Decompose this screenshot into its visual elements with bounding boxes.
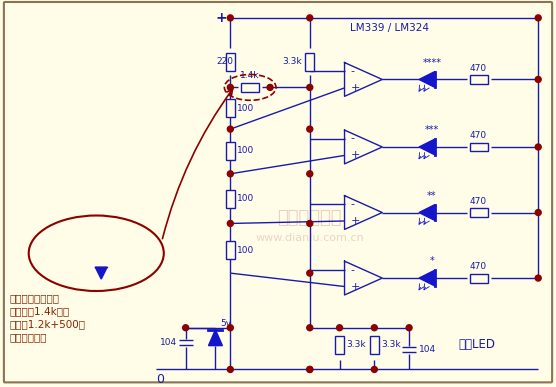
Text: 电子产品世界: 电子产品世界 (277, 209, 342, 228)
Text: 470: 470 (470, 197, 487, 205)
Text: -: - (350, 134, 355, 144)
Text: +: + (350, 216, 360, 226)
Text: 100: 100 (237, 246, 255, 255)
Text: 104: 104 (419, 345, 436, 354)
Text: 100: 100 (237, 104, 255, 113)
Bar (470, 142, 488, 151)
Text: 470: 470 (470, 262, 487, 271)
Polygon shape (419, 205, 435, 221)
Circle shape (98, 247, 104, 253)
Text: 500: 500 (116, 232, 133, 241)
Circle shape (406, 325, 412, 331)
Text: +: + (350, 83, 360, 93)
FancyBboxPatch shape (4, 2, 552, 382)
Circle shape (535, 15, 541, 21)
Text: 0: 0 (156, 373, 164, 386)
Text: 470: 470 (470, 63, 487, 72)
Circle shape (307, 171, 313, 177)
Text: +: + (350, 151, 360, 161)
Text: -: - (350, 265, 355, 275)
Text: 3.3k: 3.3k (381, 340, 401, 349)
Circle shape (307, 126, 313, 132)
Text: *: * (430, 256, 434, 266)
Circle shape (307, 221, 313, 226)
Text: 1.4k: 1.4k (240, 72, 260, 80)
Circle shape (183, 325, 188, 331)
Text: -: - (350, 199, 355, 209)
Circle shape (535, 275, 541, 281)
Bar (470, 75, 488, 84)
Circle shape (535, 144, 541, 150)
Bar (226, 190, 235, 207)
Bar (370, 336, 379, 354)
Text: www.dianlu.com.cn: www.dianlu.com.cn (255, 233, 364, 243)
Circle shape (371, 325, 378, 331)
Circle shape (307, 366, 313, 372)
Text: -: - (350, 66, 355, 76)
Circle shape (227, 366, 234, 372)
Circle shape (307, 270, 313, 276)
Circle shape (307, 15, 313, 21)
Bar (226, 99, 235, 117)
Bar (226, 241, 235, 259)
Circle shape (227, 325, 234, 331)
Circle shape (227, 171, 234, 177)
Polygon shape (419, 270, 435, 286)
Text: 100: 100 (237, 146, 255, 156)
Bar (70, 246, 87, 255)
Bar (335, 336, 344, 354)
Bar (115, 246, 133, 255)
Circle shape (307, 366, 313, 372)
Text: +: + (215, 11, 227, 25)
Text: 高亮LED: 高亮LED (458, 338, 495, 351)
Circle shape (227, 84, 234, 91)
Polygon shape (419, 139, 435, 155)
Circle shape (227, 221, 234, 226)
Bar (470, 208, 488, 217)
Text: 470: 470 (470, 131, 487, 140)
Circle shape (535, 209, 541, 216)
Text: +: + (350, 281, 360, 291)
Circle shape (307, 325, 313, 331)
Ellipse shape (29, 216, 164, 291)
Circle shape (535, 77, 541, 82)
Circle shape (227, 15, 234, 21)
Text: 104: 104 (160, 338, 177, 347)
Text: ****: **** (423, 58, 441, 68)
Text: 100: 100 (237, 194, 255, 203)
Text: ***: *** (425, 125, 439, 135)
Text: LM339 / LM324: LM339 / LM324 (350, 23, 429, 33)
Polygon shape (419, 72, 435, 87)
Text: 5v: 5v (220, 319, 231, 328)
Polygon shape (208, 330, 222, 346)
Bar (241, 83, 259, 92)
Bar (470, 274, 488, 283)
Circle shape (227, 126, 234, 132)
Text: 为增加可控性，实
际使用时1.4k电阻
可以用1.2k+500欧
电位器替代。: 为增加可控性，实 际使用时1.4k电阻 可以用1.2k+500欧 电位器替代。 (10, 293, 86, 342)
Text: 1.2K: 1.2K (68, 232, 88, 241)
Circle shape (267, 84, 273, 91)
Circle shape (307, 84, 313, 91)
Polygon shape (95, 267, 107, 279)
Text: 3.3k: 3.3k (346, 340, 366, 349)
Circle shape (371, 366, 378, 372)
Bar (226, 142, 235, 160)
Circle shape (336, 325, 342, 331)
Bar (305, 53, 314, 70)
Text: 3.3k: 3.3k (282, 57, 302, 66)
Text: **: ** (427, 191, 436, 200)
Text: 220: 220 (216, 57, 234, 66)
Bar (226, 53, 235, 70)
